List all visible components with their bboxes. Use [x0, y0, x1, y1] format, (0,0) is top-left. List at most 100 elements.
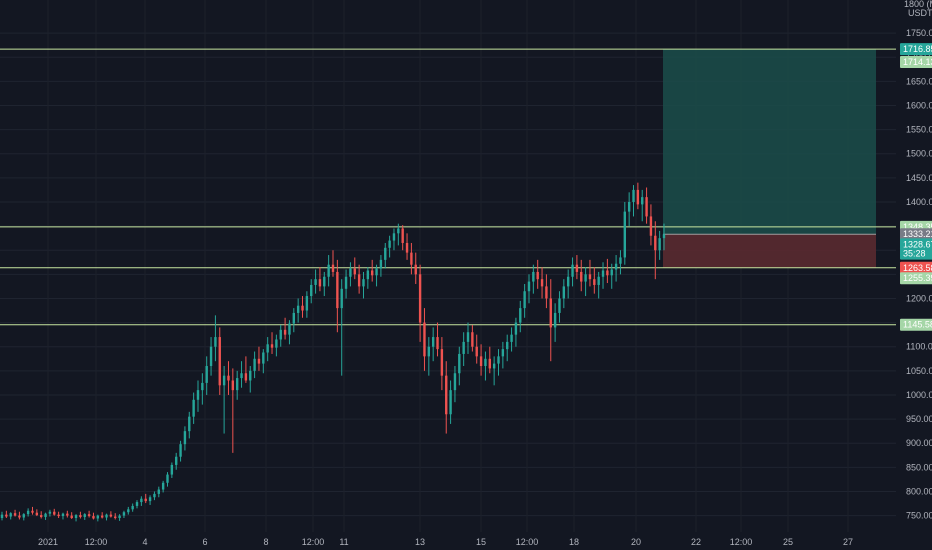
candle-body: [109, 514, 113, 517]
x-tick-label: 4: [142, 537, 147, 547]
candle-body: [379, 259, 383, 269]
candle-body: [658, 238, 661, 251]
candle-body: [562, 286, 566, 299]
candle-body: [105, 514, 108, 518]
y-tick-label: 1450.00: [906, 173, 932, 183]
currency-label: USDT: [908, 8, 932, 18]
y-tick-label: 750.00: [906, 511, 932, 521]
candle-body: [384, 247, 387, 260]
candle-body: [453, 373, 457, 391]
x-tick-label: 2021: [38, 537, 58, 547]
candle-body: [144, 498, 147, 502]
candle-body: [131, 505, 134, 510]
candle-body: [127, 509, 130, 513]
candle-body: [87, 514, 91, 517]
x-tick-label: 13: [415, 537, 425, 547]
candle-body: [392, 233, 396, 241]
candle-body: [632, 189, 635, 202]
y-tick-label: 900.00: [906, 438, 932, 448]
candle-body: [506, 341, 509, 350]
y-tick-label: 1100.00: [906, 342, 932, 352]
candle-body: [619, 257, 622, 264]
candle-body: [118, 515, 121, 518]
candle-body: [57, 514, 60, 517]
candle-body: [196, 390, 200, 400]
candle-body: [662, 234, 666, 239]
candle-body: [266, 344, 269, 353]
candle-body: [157, 489, 160, 494]
x-tick-label: 27: [843, 537, 853, 547]
price-tag-label: 1328.67: [903, 239, 932, 249]
price-tag-label: 1714.13: [903, 57, 932, 67]
candle-body: [545, 286, 548, 299]
price-tag: [900, 318, 932, 331]
candle-body: [336, 271, 339, 309]
candle-body: [366, 270, 370, 280]
candle-body: [153, 493, 156, 498]
candle-body: [39, 515, 43, 518]
candle-body: [240, 373, 243, 379]
candle-body: [353, 268, 356, 275]
candle-body: [597, 276, 600, 285]
x-tick-label: 8: [263, 537, 268, 547]
price-tag: [900, 247, 932, 260]
x-tick-label: 11: [339, 537, 348, 547]
candle-body: [623, 211, 627, 258]
y-tick-label: 850.00: [906, 462, 932, 472]
price-tag-label: 1348.35: [903, 222, 932, 232]
candle-body: [375, 268, 378, 276]
candle-body: [423, 322, 426, 357]
candle-body: [227, 375, 230, 381]
candle-body: [161, 482, 165, 490]
x-tick-label: 15: [476, 537, 486, 547]
candle-body: [31, 510, 34, 513]
candle-body: [244, 373, 248, 381]
price-tag: [900, 43, 932, 56]
candle-body: [636, 189, 640, 205]
candle-body: [614, 263, 618, 270]
candle-body: [427, 346, 431, 357]
candle-body: [270, 344, 274, 348]
candle-body: [553, 312, 557, 328]
candle-body: [170, 464, 174, 475]
candle-body: [571, 264, 574, 277]
candle-body: [331, 264, 335, 272]
x-tick-label: 12:00: [302, 537, 325, 547]
candle-body: [445, 375, 448, 415]
candle-body: [279, 329, 282, 340]
candle-body: [558, 298, 561, 313]
candle-body: [527, 281, 531, 292]
candle-body: [188, 416, 191, 432]
y-tick-label: 1000.00: [906, 390, 932, 400]
candle-body: [79, 515, 82, 518]
horizontal-levels[interactable]: [0, 48, 896, 326]
candle-body: [566, 276, 570, 287]
x-tick-label: 12:00: [516, 537, 539, 547]
position-tool[interactable]: [663, 49, 876, 268]
candle-body: [466, 332, 470, 342]
candle-body: [649, 216, 653, 236]
x-tick-label: 12:00: [730, 537, 753, 547]
candle-body: [405, 242, 409, 253]
y-tick-label: 1650.00: [906, 76, 932, 86]
candle-body: [140, 498, 143, 503]
time-axis[interactable]: 2021 12:00 4 6 8 12:00 11 13 15 12:00 18 20 22 12:00 2…: [38, 537, 853, 547]
candle-body: [523, 291, 526, 309]
candle-body: [83, 514, 86, 518]
y-tick-label: 1550.00: [906, 125, 932, 135]
y-tick-label: 1200.00: [906, 293, 932, 303]
candle-body: [135, 502, 139, 506]
candle-body: [209, 346, 213, 367]
candle-body: [510, 334, 513, 342]
candle-body: [148, 497, 152, 502]
candle-body: [235, 378, 239, 391]
candle-body: [641, 197, 644, 205]
x-tick-label: 20: [631, 537, 641, 547]
candle-body: [44, 513, 47, 518]
candle-body: [166, 474, 169, 483]
candle-body: [26, 510, 30, 515]
candle-body: [231, 380, 235, 391]
candle-body: [288, 323, 291, 335]
candle-body: [532, 271, 535, 282]
